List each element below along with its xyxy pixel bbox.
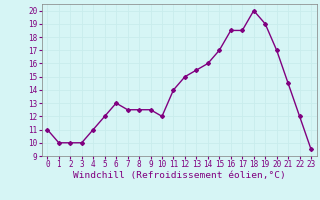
X-axis label: Windchill (Refroidissement éolien,°C): Windchill (Refroidissement éolien,°C) [73,171,285,180]
